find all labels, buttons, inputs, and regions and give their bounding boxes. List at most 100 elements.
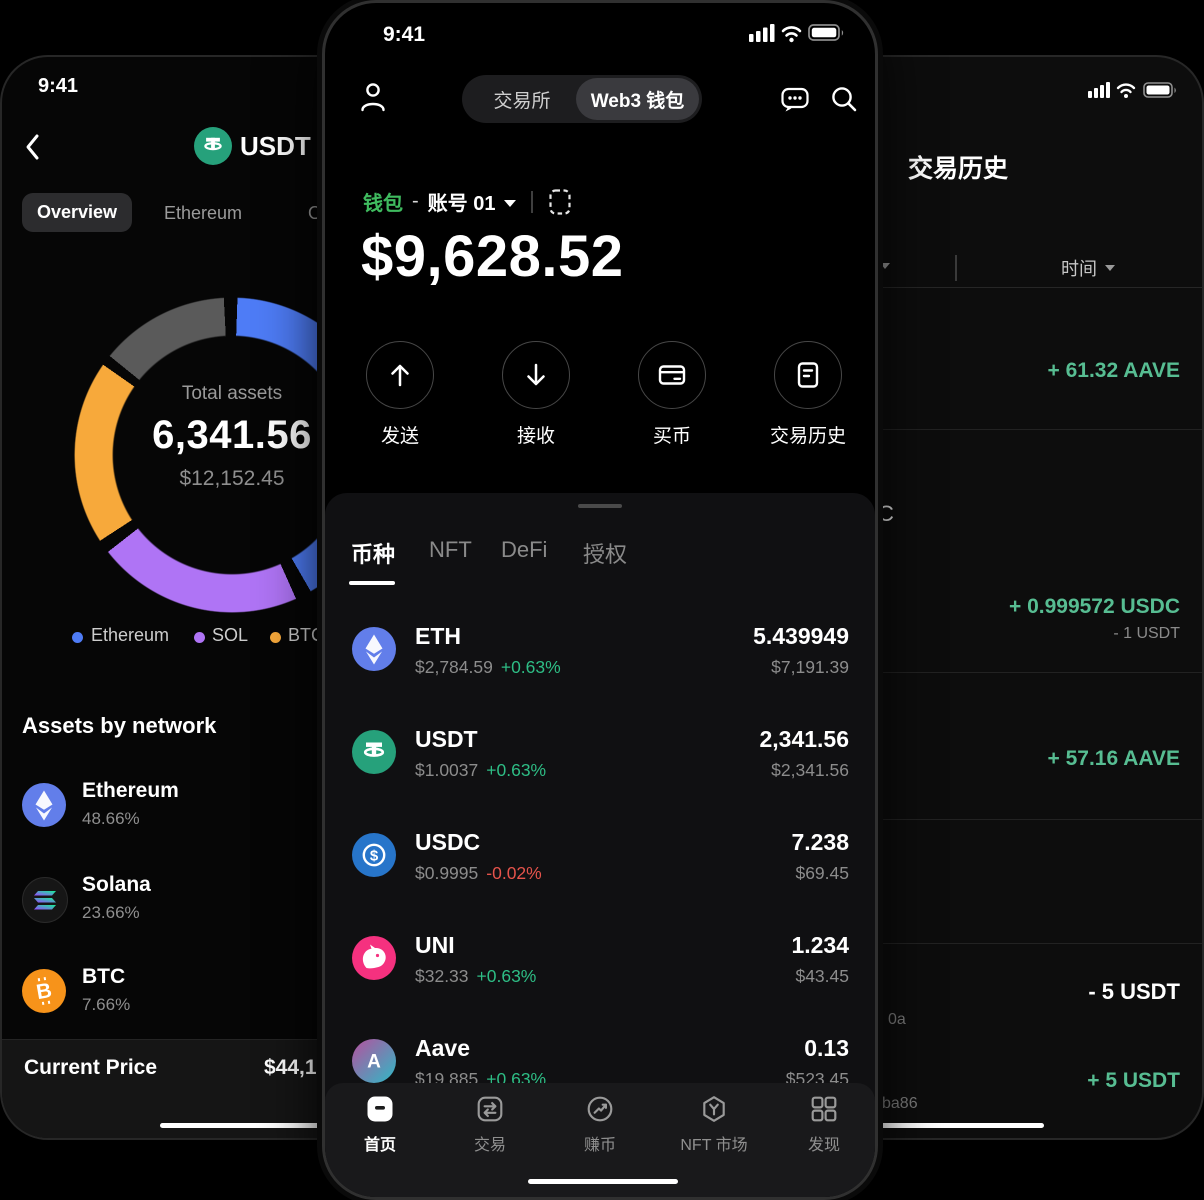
discover-grid-icon — [810, 1095, 838, 1123]
transaction-amount[interactable]: + 0.999572 USDC — [1008, 595, 1180, 618]
nav-trade[interactable]: 交易 — [435, 1095, 545, 1155]
receive-button[interactable]: 接收 — [461, 341, 611, 448]
home-indicator[interactable] — [878, 1123, 1044, 1128]
current-price-value: $44,12 — [264, 1056, 329, 1079]
profile-icon[interactable] — [359, 81, 387, 113]
eth-icon — [352, 627, 396, 671]
tab-coins[interactable]: 币种 — [351, 542, 396, 567]
tab-approvals[interactable]: 授权 — [583, 542, 628, 567]
token-row[interactable]: UNI $32.33 +0.63% 1.234 $43.45 — [325, 930, 875, 1034]
chevron-down-icon — [1105, 265, 1115, 271]
battery-icon — [1143, 82, 1176, 98]
usdt-icon — [352, 730, 396, 774]
legend-dot-btc — [270, 632, 281, 643]
action-label: 交易历史 — [769, 426, 846, 447]
status-icons — [1088, 81, 1180, 99]
history-button[interactable]: 交易历史 — [733, 341, 875, 448]
token-change: +0.63% — [476, 966, 537, 986]
current-price-label: Current Price — [24, 1056, 158, 1079]
arrow-up-icon — [366, 341, 434, 409]
filter-divider — [955, 255, 957, 281]
token-amount: 7.238 — [791, 829, 849, 855]
token-price: $32.33 — [415, 966, 469, 986]
nav-earn[interactable]: 赚币 — [545, 1095, 655, 1155]
time-filter-label: 时间 — [1061, 259, 1097, 279]
tab-ethereum[interactable]: Ethereum — [164, 203, 243, 223]
drag-handle[interactable] — [578, 504, 622, 508]
wallet-label: 钱包 — [363, 193, 403, 215]
home-indicator[interactable] — [528, 1179, 678, 1184]
token-change: +0.63% — [486, 760, 547, 780]
ethereum-icon — [22, 783, 66, 827]
token-row[interactable]: ETH $2,784.59 +0.63% 5.439949 $7,191.39 — [325, 621, 875, 725]
donut-center: Total assets 6,341.56 $12,152.45 — [74, 297, 345, 613]
chat-icon[interactable] — [780, 85, 810, 115]
token-fiat: $69.45 — [795, 863, 849, 883]
tab-web3-wallet[interactable]: Web3 钱包 — [576, 78, 699, 120]
donut-chart — [74, 297, 345, 613]
status-time: 9:41 — [38, 75, 79, 97]
segmented-control: 交易所 Web3 钱包 — [462, 75, 702, 123]
token-row[interactable]: $ USDC $0.9995 -0.02% 7.238 $69.45 — [325, 827, 875, 931]
legend-label-btc: BTC — [288, 625, 324, 645]
nft-hexagon-icon — [700, 1095, 728, 1123]
transaction-amount[interactable]: - 5 USDT — [1088, 979, 1180, 1004]
legend-dot-ethereum — [72, 632, 83, 643]
nav-label: 首页 — [363, 1137, 396, 1154]
tab-nft[interactable]: NFT — [429, 537, 472, 562]
active-tab-underline — [349, 581, 395, 585]
time-filter[interactable]: 时间 — [1061, 255, 1115, 281]
nav-home[interactable]: 首页 — [325, 1095, 435, 1155]
network-percent: 7.66% — [82, 995, 131, 1014]
status-icons — [749, 23, 847, 43]
network-percent: 23.66% — [82, 903, 140, 922]
action-label: 发送 — [380, 426, 419, 447]
divider — [878, 429, 1202, 430]
token-symbol: UNI — [415, 932, 455, 958]
signal-icon — [749, 24, 775, 42]
send-button[interactable]: 发送 — [325, 341, 475, 448]
wifi-icon — [1116, 83, 1136, 94]
token-change: -0.02% — [486, 863, 542, 883]
nav-label: 发现 — [807, 1137, 840, 1154]
action-label: 接收 — [516, 426, 555, 447]
nav-nft-market[interactable]: NFT 市场 — [659, 1095, 769, 1155]
tab-overview[interactable]: Overview — [22, 193, 133, 232]
truncated-text: C — [878, 501, 894, 526]
svg-text:B: B — [35, 979, 54, 1004]
transaction-amount[interactable]: + 57.16 AAVE — [1047, 747, 1181, 770]
transaction-amount[interactable]: + 5 USDT — [1087, 1069, 1180, 1092]
divider — [878, 287, 1202, 288]
tab-exchange[interactable]: 交易所 — [493, 90, 551, 112]
nav-discover[interactable]: 发现 — [769, 1095, 875, 1155]
nav-label: 赚币 — [583, 1137, 616, 1154]
transaction-amount[interactable]: + 61.32 AAVE — [1047, 359, 1181, 382]
svg-text:$: $ — [370, 848, 379, 865]
search-icon[interactable] — [830, 85, 858, 113]
svg-text:A: A — [367, 1052, 381, 1073]
tab-defi[interactable]: DeFi — [501, 537, 548, 562]
token-change: +0.63% — [500, 657, 561, 677]
wallet-separator: - — [412, 190, 419, 212]
tab-truncated[interactable]: O — [308, 203, 323, 223]
token-fiat: $43.45 — [795, 966, 849, 986]
network-name: Ethereum — [82, 779, 179, 802]
bottom-nav: 首页 交易 赚币 NFT 市场 — [325, 1083, 875, 1197]
truncated-address: 0a — [888, 1011, 906, 1028]
home-indicator[interactable] — [160, 1123, 340, 1128]
usdc-icon: $ — [352, 833, 396, 877]
arrow-down-icon — [502, 341, 570, 409]
token-symbol: ETH — [415, 623, 461, 649]
device-scan-icon[interactable] — [548, 188, 572, 216]
wifi-icon — [781, 26, 802, 37]
signal-icon — [1088, 82, 1110, 98]
filter-caret-icon[interactable] — [880, 263, 890, 269]
center-phone: 9:41 交易所 Web3 钱包 钱包 - 账号 01 — [322, 0, 878, 1200]
uni-icon — [352, 936, 396, 980]
token-price: $2,784.59 — [415, 657, 493, 677]
token-row[interactable]: USDT $1.0037 +0.63% 2,341.56 $2,341.56 — [325, 724, 875, 828]
wallet-account-row[interactable]: 钱包 - 账号 01 — [363, 187, 572, 216]
buy-crypto-button[interactable]: 买币 — [597, 341, 747, 448]
back-icon[interactable] — [24, 133, 40, 161]
